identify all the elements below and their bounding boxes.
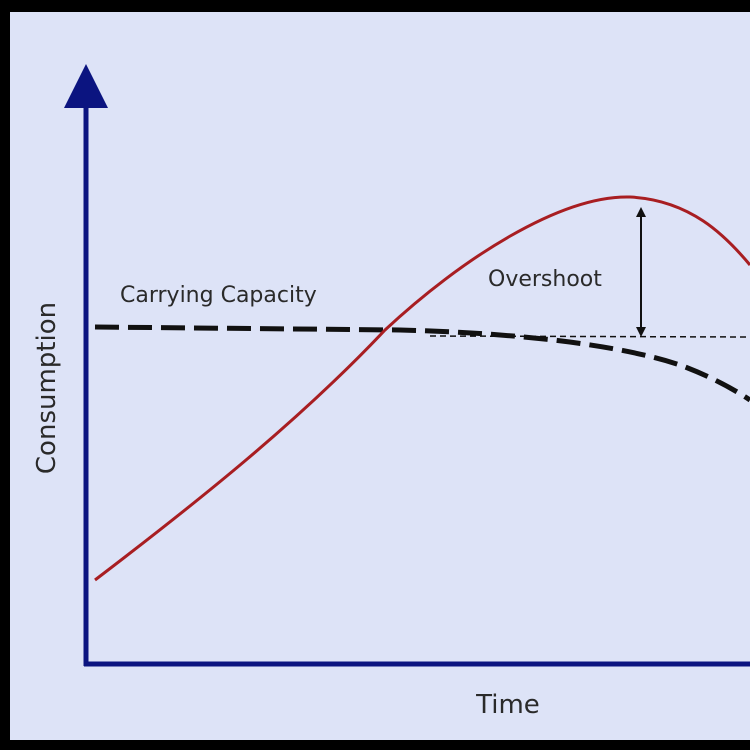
y-axis-label: Consumption: [32, 302, 62, 474]
y-axis-arrow: [64, 64, 108, 108]
background: [10, 12, 750, 740]
overshoot-label: Overshoot: [488, 267, 602, 292]
reference-line: [429, 335, 750, 338]
carrying-capacity-label: Carrying Capacity: [120, 283, 317, 308]
x-axis-label: Time: [475, 690, 540, 720]
consumption-curve: [94, 195, 750, 582]
carrying-capacity-line: [94, 324, 750, 403]
